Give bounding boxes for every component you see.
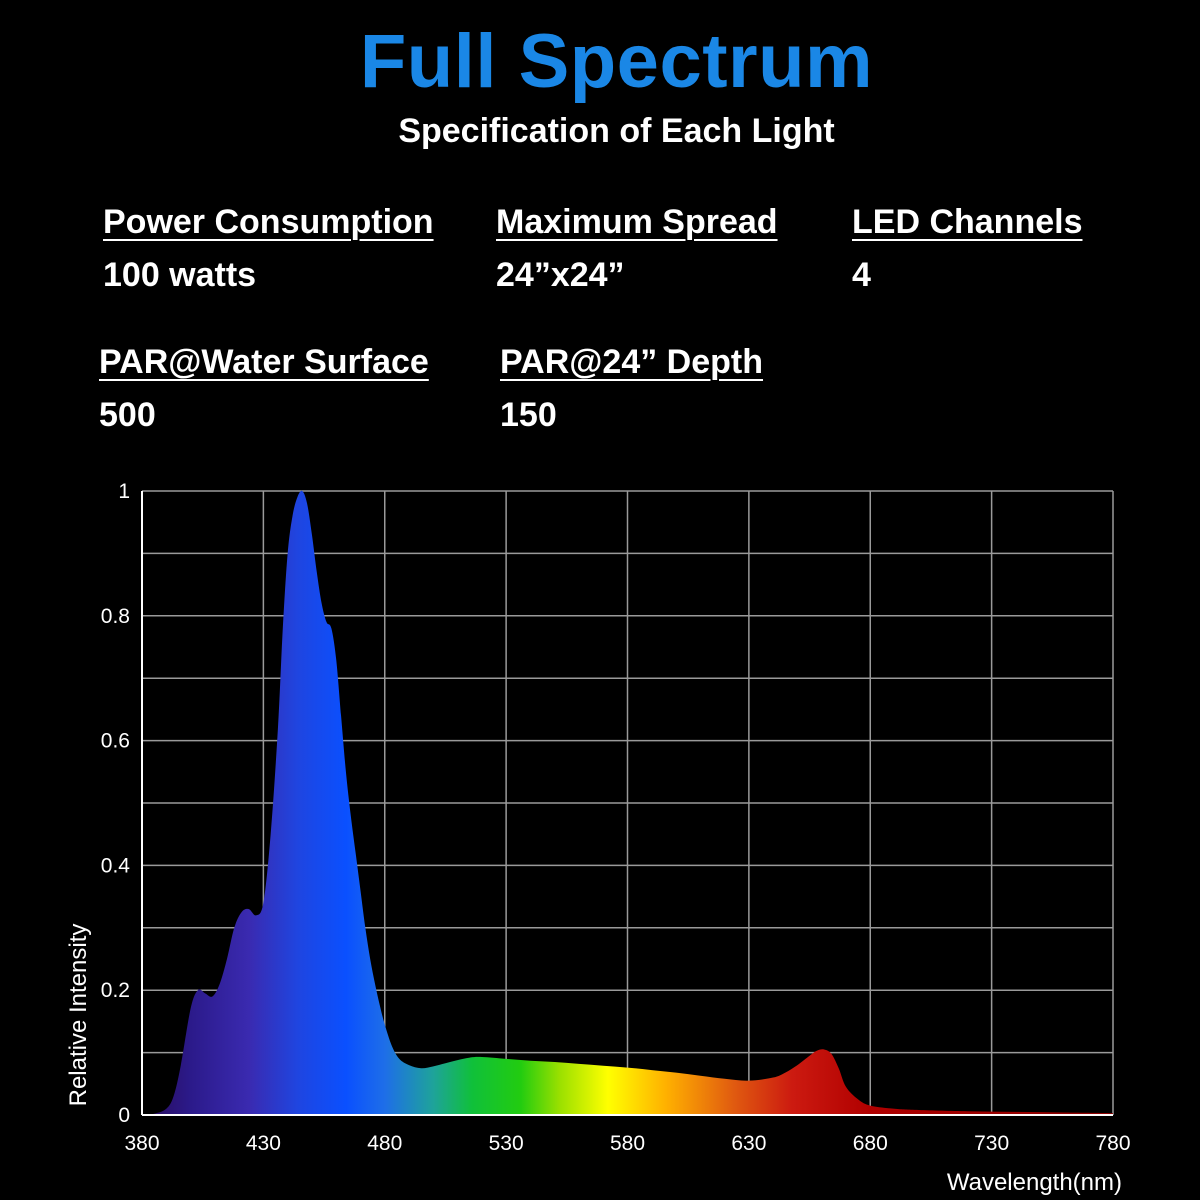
spec-value: 500	[99, 396, 156, 434]
x-tick-label: 430	[246, 1132, 281, 1155]
spec-value: 4	[852, 256, 871, 294]
spec-led-channels: LED Channels 4	[852, 203, 1082, 295]
spec-value: 24”x24”	[496, 256, 625, 294]
spec-par-water-surface: PAR@Water Surface 500	[99, 343, 429, 435]
spec-value: 150	[500, 396, 557, 434]
spec-label: Power Consumption	[103, 203, 434, 241]
spectrum-area	[142, 490, 1113, 1115]
spec-value: 100 watts	[103, 256, 257, 294]
y-tick-label: 1	[118, 480, 130, 503]
x-tick-label: 730	[974, 1132, 1009, 1155]
spec-label: LED Channels	[852, 203, 1083, 241]
spec-label: Maximum Spread	[496, 203, 778, 241]
y-tick-label: 0.6	[101, 730, 130, 753]
spec-maximum-spread: Maximum Spread 24”x24”	[496, 203, 778, 295]
y-tick-labels: 0 0.2 0.4 0.6 0.8 1	[101, 480, 131, 1127]
y-tick-label: 0.2	[101, 979, 130, 1002]
y-axis-title: Relative Intensity	[65, 924, 92, 1107]
spec-label: PAR@24” Depth	[500, 343, 764, 381]
y-tick-label: 0.8	[101, 605, 130, 628]
x-tick-labels: 380 430 480 530 580 630 680 730 780	[124, 1132, 1130, 1155]
x-tick-label: 480	[367, 1132, 402, 1155]
spec-power-consumption: Power Consumption 100 watts	[103, 203, 434, 295]
x-axis-title: Wavelength(nm)	[947, 1169, 1122, 1196]
y-tick-label: 0.4	[101, 854, 131, 877]
spec-par-24-depth: PAR@24” Depth 150	[500, 343, 763, 435]
x-tick-label: 780	[1095, 1132, 1130, 1155]
page-subtitle: Specification of Each Light	[398, 112, 835, 150]
x-tick-label: 380	[124, 1132, 159, 1155]
page-title: Full Spectrum	[359, 19, 874, 104]
spec-label: PAR@Water Surface	[99, 343, 429, 381]
x-tick-label: 630	[731, 1132, 766, 1155]
chart-axes	[141, 491, 1113, 1116]
x-tick-label: 530	[489, 1132, 524, 1155]
x-tick-label: 680	[853, 1132, 888, 1155]
y-tick-label: 0	[118, 1104, 130, 1127]
x-tick-label: 580	[610, 1132, 645, 1155]
